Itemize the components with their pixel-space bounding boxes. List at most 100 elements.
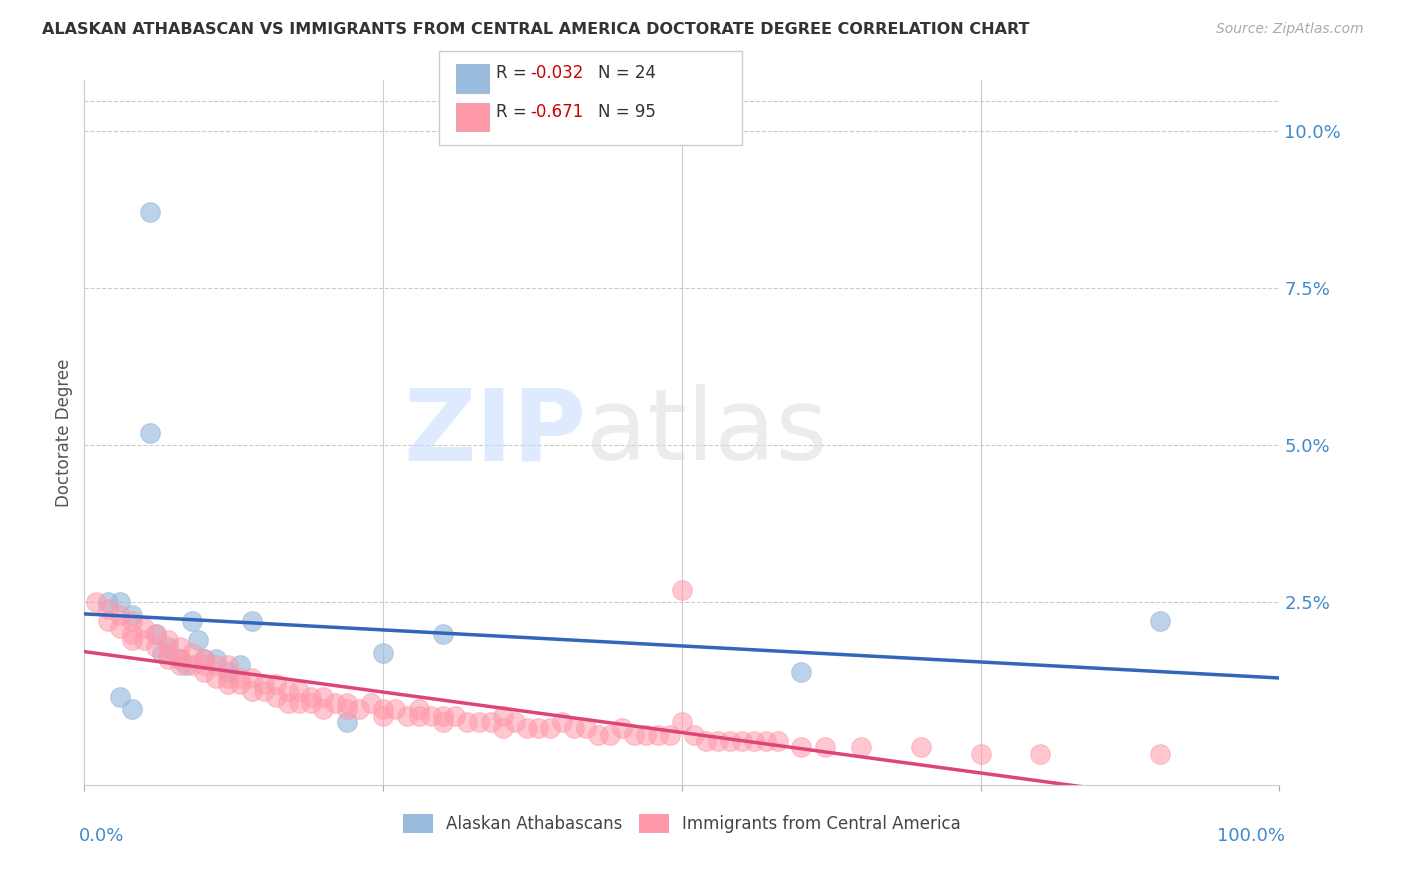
Point xyxy=(851,740,873,755)
Point xyxy=(205,652,228,666)
Point xyxy=(755,734,778,748)
Text: atlas: atlas xyxy=(586,384,828,481)
Point xyxy=(432,627,454,641)
Point xyxy=(336,714,359,729)
Point xyxy=(516,722,538,736)
Point xyxy=(150,646,173,660)
Point xyxy=(564,722,586,736)
Point xyxy=(492,722,515,736)
Point xyxy=(325,696,347,710)
Point xyxy=(264,690,287,704)
Point xyxy=(349,702,371,716)
Point xyxy=(456,714,478,729)
Point xyxy=(492,708,515,723)
Text: ZIP: ZIP xyxy=(404,384,586,481)
Text: Source: ZipAtlas.com: Source: ZipAtlas.com xyxy=(1216,22,1364,37)
Text: R =: R = xyxy=(496,103,533,120)
Point xyxy=(612,722,634,736)
Point xyxy=(110,608,132,623)
Point xyxy=(110,690,132,704)
Point xyxy=(132,633,156,648)
Point xyxy=(527,722,550,736)
Point xyxy=(540,722,562,736)
Point xyxy=(181,658,204,673)
Point xyxy=(659,728,682,742)
Point xyxy=(139,425,162,440)
Point xyxy=(97,615,120,629)
Text: 100.0%: 100.0% xyxy=(1218,827,1285,846)
Point xyxy=(193,652,215,666)
Point xyxy=(432,708,454,723)
Point xyxy=(814,740,837,755)
Y-axis label: Doctorate Degree: Doctorate Degree xyxy=(55,359,73,507)
Point xyxy=(468,714,491,729)
Point xyxy=(312,690,335,704)
Point xyxy=(742,734,765,748)
Point xyxy=(575,722,598,736)
Point xyxy=(288,683,311,698)
Point xyxy=(790,665,813,679)
Point xyxy=(444,708,467,723)
Point xyxy=(695,734,717,748)
Point xyxy=(647,728,669,742)
Point xyxy=(139,205,162,219)
Point xyxy=(157,633,180,648)
Point xyxy=(157,640,180,654)
Point xyxy=(157,646,180,660)
Point xyxy=(193,658,215,673)
Point xyxy=(97,601,120,615)
Point xyxy=(373,702,395,716)
Point xyxy=(970,747,993,761)
Point xyxy=(145,640,167,654)
Point xyxy=(790,740,813,755)
Point xyxy=(264,677,287,691)
Point xyxy=(110,621,132,635)
Point xyxy=(229,671,252,685)
Point xyxy=(205,658,228,673)
Point xyxy=(205,671,228,685)
Point xyxy=(910,740,932,755)
Point xyxy=(193,665,215,679)
Point xyxy=(253,683,276,698)
Point xyxy=(360,696,382,710)
Point xyxy=(707,734,730,748)
Point xyxy=(157,652,180,666)
Point xyxy=(217,658,239,673)
Point xyxy=(169,658,191,673)
Point xyxy=(671,714,693,729)
Point xyxy=(169,652,191,666)
Point xyxy=(110,595,132,609)
Point xyxy=(1149,747,1171,761)
Point xyxy=(240,683,263,698)
Point xyxy=(408,702,430,716)
Point xyxy=(169,652,191,666)
Point xyxy=(277,683,299,698)
Text: N = 95: N = 95 xyxy=(598,103,655,120)
Point xyxy=(671,582,693,597)
Point xyxy=(503,714,526,729)
Point xyxy=(121,702,143,716)
Point xyxy=(121,615,143,629)
Point xyxy=(181,646,204,660)
Point xyxy=(301,690,323,704)
Point xyxy=(277,696,299,710)
Point xyxy=(766,734,789,748)
Point xyxy=(636,728,658,742)
Text: -0.032: -0.032 xyxy=(530,64,583,82)
Point xyxy=(432,714,454,729)
Point xyxy=(683,728,706,742)
Point xyxy=(217,671,239,685)
Point xyxy=(121,633,143,648)
Text: 0.0%: 0.0% xyxy=(79,827,124,846)
Point xyxy=(599,728,621,742)
Point xyxy=(217,677,239,691)
Point xyxy=(253,677,276,691)
Point xyxy=(121,627,143,641)
Point xyxy=(145,627,167,641)
Point xyxy=(240,615,263,629)
Point xyxy=(174,658,197,673)
Point xyxy=(420,708,443,723)
Point xyxy=(408,708,430,723)
Legend: Alaskan Athabascans, Immigrants from Central America: Alaskan Athabascans, Immigrants from Cen… xyxy=(396,807,967,840)
Point xyxy=(588,728,610,742)
